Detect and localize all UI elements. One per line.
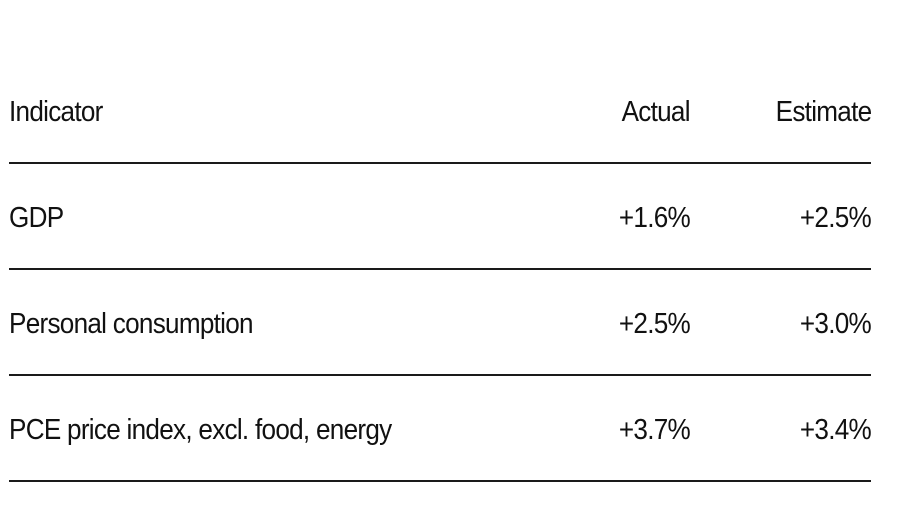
header-indicator: Indicator xyxy=(9,96,103,128)
estimate-value: +2.5% xyxy=(799,202,872,234)
indicator-table: Indicator Actual Estimate GDP +1.6% +2.5… xyxy=(9,60,872,482)
header-actual: Actual xyxy=(621,96,691,128)
indicator-name: PCE price index, excl. food, energy xyxy=(9,414,392,446)
table-row: PCE price index, excl. food, energy +3.7… xyxy=(9,376,872,482)
table-row: GDP +1.6% +2.5% xyxy=(9,164,872,270)
actual-value: +3.7% xyxy=(618,414,691,446)
table-row: Personal consumption +2.5% +3.0% xyxy=(9,270,872,376)
header-estimate: Estimate xyxy=(775,96,872,128)
estimate-value: +3.4% xyxy=(799,414,872,446)
actual-value: +2.5% xyxy=(618,308,691,340)
indicator-name: Personal consumption xyxy=(9,308,254,340)
actual-value: +1.6% xyxy=(618,202,691,234)
estimate-value: +3.0% xyxy=(799,308,872,340)
indicator-name: GDP xyxy=(9,202,64,234)
table-header-row: Indicator Actual Estimate xyxy=(9,60,872,164)
